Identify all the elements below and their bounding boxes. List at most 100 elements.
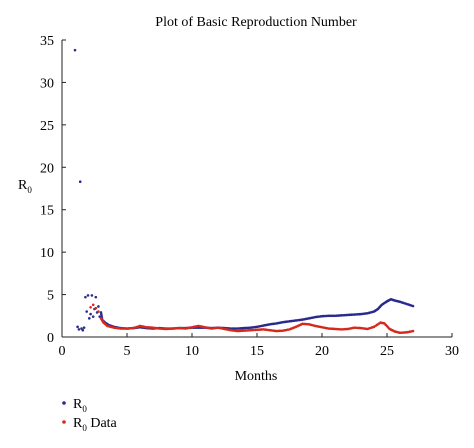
data-point-dense	[137, 325, 140, 328]
data-point-dense	[215, 326, 218, 330]
data-point	[97, 305, 100, 308]
data-point-dense	[100, 313, 103, 316]
data-point-dense	[234, 329, 238, 333]
data-point	[99, 311, 103, 314]
data-point	[76, 325, 79, 329]
data-point-dense	[403, 331, 407, 334]
data-point-dense	[195, 324, 199, 328]
data-point-dense	[319, 315, 322, 318]
data-point-dense	[273, 322, 277, 325]
data-point-dense	[299, 318, 303, 322]
svg-text:R0: R0	[18, 178, 32, 195]
data-point-dense	[293, 326, 296, 329]
legend-marker-r0-data	[62, 420, 66, 424]
data-point-dense	[384, 300, 388, 304]
legend-label-r0-data-subscript: 0	[82, 423, 87, 433]
data-point-dense	[254, 325, 257, 329]
data-point	[81, 328, 85, 332]
data-point-dense	[176, 326, 179, 330]
data-point-dense	[392, 298, 396, 302]
y-tick-label: 0	[47, 331, 54, 346]
data-point-dense	[260, 328, 264, 331]
data-point-dense	[189, 326, 192, 329]
data-point-dense	[351, 313, 355, 316]
x-axis-label: Months	[235, 369, 278, 384]
data-point-dense	[332, 327, 335, 331]
y-tick-label: 20	[40, 161, 54, 176]
data-point-dense	[124, 327, 127, 330]
data-point-dense	[143, 325, 147, 329]
data-point	[82, 326, 86, 329]
data-point-dense	[371, 310, 374, 314]
data-point-dense	[312, 316, 316, 319]
data-point-dense	[286, 320, 290, 323]
data-point-dense	[111, 325, 114, 329]
x-tick-label: 10	[185, 344, 199, 359]
data-point-dense	[397, 300, 401, 303]
y-tick-label: 35	[40, 34, 54, 49]
y-tick-label: 25	[40, 119, 54, 134]
data-point	[94, 306, 98, 310]
svg-text:R0: R0	[73, 397, 87, 414]
data-point-dense	[306, 322, 309, 326]
data-point-dense	[100, 314, 103, 318]
data-point-dense	[325, 314, 329, 318]
data-point	[91, 303, 95, 307]
data-point-dense	[325, 326, 329, 330]
data-point	[94, 295, 98, 299]
data-point-dense	[293, 319, 296, 322]
data-point-dense	[247, 326, 251, 330]
data-point-dense	[410, 330, 413, 333]
data-point	[97, 310, 100, 313]
x-tick-label: 20	[315, 344, 329, 359]
data-point-dense	[260, 324, 264, 328]
axes	[61, 39, 453, 338]
data-point-dense	[228, 328, 231, 332]
data-point-dense	[234, 327, 238, 330]
y-tick-label: 15	[40, 204, 54, 219]
legend-label-r0-data: R	[73, 416, 83, 431]
data-point-dense	[299, 323, 303, 326]
x-tick-label: 15	[250, 344, 264, 359]
data-point-dense	[379, 304, 383, 308]
data-point-dense	[280, 321, 283, 324]
data-point-dense	[388, 298, 392, 302]
x-tick-label: 30	[445, 344, 459, 359]
data-point	[86, 294, 90, 297]
data-point-dense	[345, 327, 348, 331]
data-point-dense	[306, 317, 309, 320]
data-point-dense	[163, 327, 166, 331]
data-point	[90, 294, 94, 297]
data-point	[91, 315, 95, 318]
data-point-dense	[241, 329, 244, 333]
svg-text:R0 Data: R0 Data	[73, 416, 118, 433]
data-point-dense	[156, 327, 160, 330]
data-point-dense	[117, 327, 121, 330]
tick-labels: 0 5 10 15 20 25 30 0 5 10 15 20 25 30 35	[40, 34, 459, 359]
data-point-dense	[267, 323, 270, 326]
data-point	[89, 312, 92, 316]
data-point	[84, 295, 87, 299]
y-axis-label: R0	[18, 178, 32, 195]
data-point	[78, 180, 82, 184]
data-point-dense	[101, 320, 105, 323]
data-point-dense	[410, 304, 413, 307]
x-tick-label: 5	[124, 344, 131, 359]
x-tick-label: 25	[380, 344, 394, 359]
legend-label-r0: R	[73, 397, 83, 412]
data-point-dense	[338, 314, 342, 317]
legend-label-r0-subscript: 0	[82, 404, 87, 414]
data-point	[88, 317, 91, 320]
plot-area	[73, 48, 415, 335]
data-point-dense	[241, 326, 244, 330]
data-point	[89, 306, 92, 309]
data-point-dense	[247, 329, 251, 332]
data-point	[85, 310, 88, 313]
data-point-dense	[169, 327, 173, 330]
data-point-dense	[375, 308, 379, 311]
data-point-dense	[364, 327, 368, 331]
data-point-dense	[286, 328, 290, 331]
legend: R0 R0 Data	[62, 397, 118, 433]
data-point-dense	[254, 328, 257, 332]
data-point-dense	[387, 326, 390, 329]
